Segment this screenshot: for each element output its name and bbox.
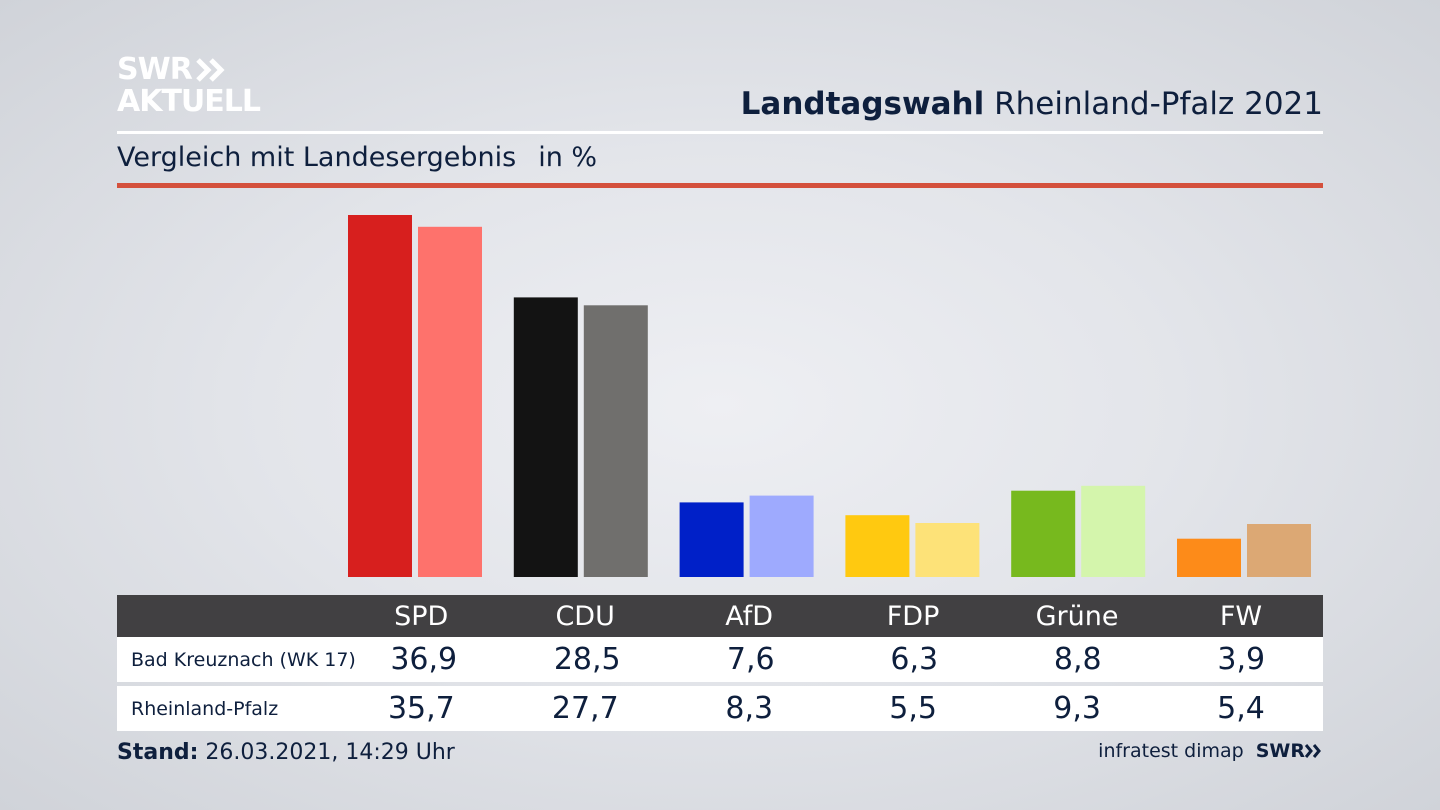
header-fdp: FDP	[886, 600, 940, 632]
timestamp: Stand: 26.03.2021, 14:29 Uhr	[117, 740, 455, 765]
bar-chart	[348, 215, 1311, 578]
title-bold: Landtagswahl	[740, 86, 985, 122]
bar-afd-series-2	[749, 495, 814, 577]
bar-cdu-series-2	[583, 305, 648, 577]
value-cell: 5,4	[1217, 691, 1265, 726]
bar-fdp-series-2	[915, 523, 980, 577]
value-cell: 27,7	[551, 691, 619, 726]
value-cell: 8,3	[725, 691, 774, 726]
header-spd: SPD	[394, 600, 449, 632]
row-label: Rheinland-Pfalz	[131, 697, 279, 720]
bar-spd-series-2	[418, 226, 482, 578]
swr-small-logo: SWR	[1256, 740, 1323, 762]
chart-subtitle: Vergleich mit Landesergebnis in %	[117, 142, 597, 173]
value-cell: 5,5	[889, 691, 938, 726]
header-afd: AfD	[725, 600, 774, 632]
bar-fw-series-2	[1247, 524, 1311, 577]
double-chevron-icon	[1305, 744, 1321, 758]
accent-rule	[117, 183, 1323, 188]
title-rest: Rheinland-Pfalz 2021	[994, 86, 1323, 122]
subtitle-text: Vergleich mit Landesergebnis	[117, 142, 517, 173]
value-cell: 8,8	[1053, 642, 1102, 677]
double-chevron-icon	[196, 58, 228, 82]
value-cell: 35,7	[387, 691, 455, 726]
value-cell: 36,9	[390, 642, 458, 677]
stand-label: Stand:	[117, 740, 199, 765]
bar-spd-series-1	[348, 215, 412, 577]
source-text: infratest dimap	[1098, 740, 1244, 762]
stand-value: 26.03.2021, 14:29 Uhr	[205, 740, 455, 765]
source-credit: infratest dimap SWR	[1098, 740, 1323, 762]
header-cdu: CDU	[555, 600, 615, 632]
logo-aktuell-text: AKTUELL	[117, 84, 261, 119]
bar-fdp-series-1	[845, 515, 910, 577]
row-label: Bad Kreuznach (WK 17)	[131, 648, 356, 671]
bar-gruene-series-1	[1011, 490, 1076, 577]
table-row-wahlkreis: Bad Kreuznach (WK 17) 36,9 28,5 7,6 6,3 …	[117, 637, 1323, 682]
swr-aktuell-logo: SWR AKTUELL	[117, 52, 261, 119]
table-header-row: SPD CDU AfD FDP Grüne FW	[117, 595, 1323, 637]
header-gruene: Grüne	[1035, 600, 1119, 632]
value-cell: 6,3	[890, 642, 939, 677]
bar-fw-series-1	[1177, 538, 1241, 577]
bar-gruene-series-2	[1081, 485, 1146, 577]
swr-small-text: SWR	[1255, 740, 1305, 762]
results-table: SPD CDU AfD FDP Grüne FW Bad Kreuznach (…	[117, 595, 1323, 731]
header-divider	[117, 131, 1323, 134]
subtitle-unit: in %	[538, 142, 598, 173]
header-fw: FW	[1219, 600, 1263, 632]
value-cell: 7,6	[726, 642, 775, 677]
value-cell: 3,9	[1217, 642, 1266, 677]
bar-cdu-series-1	[513, 297, 578, 577]
logo-swr-text: SWR	[117, 52, 193, 87]
bar-afd-series-1	[679, 502, 744, 577]
value-cell: 9,3	[1053, 691, 1101, 726]
page-title: Landtagswahl Rheinland-Pfalz 2021	[741, 86, 1323, 122]
table-row-land: Rheinland-Pfalz 35,7 27,7 8,3 5,5 9,3 5,…	[117, 686, 1323, 731]
value-cell: 28,5	[553, 642, 621, 677]
